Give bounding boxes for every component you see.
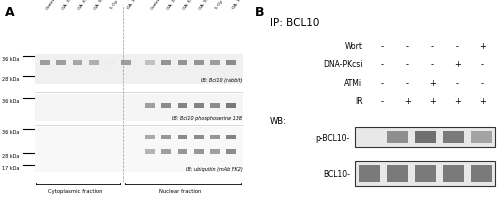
Text: +: + bbox=[454, 60, 461, 69]
Bar bbox=[210, 149, 220, 154]
Bar bbox=[56, 61, 66, 66]
Bar bbox=[358, 166, 380, 182]
Text: ATMi: ATMi bbox=[344, 78, 362, 87]
Text: -: - bbox=[431, 60, 434, 69]
Bar bbox=[470, 131, 492, 143]
Bar bbox=[226, 61, 236, 66]
Text: p-BCL10-: p-BCL10- bbox=[316, 133, 350, 142]
Text: Wort: Wort bbox=[344, 42, 362, 51]
Text: IP: BCL10: IP: BCL10 bbox=[270, 18, 320, 28]
Bar bbox=[35, 95, 242, 121]
Text: OA, 60m: OA, 60m bbox=[182, 0, 196, 10]
Bar bbox=[386, 166, 407, 182]
Bar bbox=[145, 149, 155, 154]
Text: Control: Control bbox=[45, 0, 57, 10]
Bar bbox=[145, 61, 155, 66]
Text: IR: IR bbox=[355, 97, 362, 105]
Text: 5 Gy: 5 Gy bbox=[110, 0, 119, 10]
Text: Nuclear fraction: Nuclear fraction bbox=[159, 188, 201, 193]
Bar bbox=[178, 103, 188, 108]
Text: -: - bbox=[381, 42, 384, 51]
Text: +: + bbox=[429, 97, 436, 105]
Bar bbox=[355, 162, 495, 186]
Bar bbox=[226, 149, 236, 154]
Text: DNA-PKcsi: DNA-PKcsi bbox=[323, 60, 362, 69]
Text: +: + bbox=[479, 42, 486, 51]
Bar bbox=[145, 103, 155, 108]
Bar bbox=[89, 61, 99, 66]
Bar bbox=[178, 135, 188, 140]
Bar bbox=[414, 131, 436, 143]
Bar bbox=[210, 103, 220, 108]
Bar bbox=[162, 149, 171, 154]
Text: -: - bbox=[481, 60, 484, 69]
Bar bbox=[386, 131, 407, 143]
Bar bbox=[122, 61, 131, 66]
Text: -: - bbox=[381, 78, 384, 87]
Bar bbox=[226, 135, 236, 140]
Text: BCL10-: BCL10- bbox=[323, 169, 350, 178]
Bar bbox=[414, 166, 436, 182]
Text: -: - bbox=[406, 78, 409, 87]
Text: Control: Control bbox=[150, 0, 162, 10]
Text: OA, 30m + 5 Gy: OA, 30m + 5 Gy bbox=[126, 0, 150, 10]
Text: OA, 60m: OA, 60m bbox=[78, 0, 92, 10]
Bar bbox=[162, 135, 171, 140]
Text: +: + bbox=[429, 78, 436, 87]
Text: -: - bbox=[381, 60, 384, 69]
Text: 36 kDa: 36 kDa bbox=[2, 99, 20, 104]
Text: WB:: WB: bbox=[270, 117, 287, 126]
Bar bbox=[470, 166, 492, 182]
Bar bbox=[162, 103, 171, 108]
Text: 36 kDa: 36 kDa bbox=[2, 57, 20, 62]
Text: OA, 30m + 5 Gy: OA, 30m + 5 Gy bbox=[231, 0, 254, 10]
Text: -: - bbox=[406, 60, 409, 69]
Bar bbox=[162, 61, 171, 66]
Bar bbox=[355, 127, 495, 147]
Text: 28 kDa: 28 kDa bbox=[2, 154, 20, 159]
Bar bbox=[194, 149, 203, 154]
Text: +: + bbox=[404, 97, 411, 105]
Text: -: - bbox=[456, 78, 459, 87]
Bar bbox=[178, 149, 188, 154]
Text: Cytoplasmic fraction: Cytoplasmic fraction bbox=[48, 188, 102, 193]
Text: 17 kDa: 17 kDa bbox=[2, 166, 20, 171]
Text: -: - bbox=[456, 42, 459, 51]
Text: OA, 30m: OA, 30m bbox=[166, 0, 180, 10]
Text: IB: Bcl10 (rabbit): IB: Bcl10 (rabbit) bbox=[201, 78, 242, 83]
Text: IB: Bcl10 phosphoserine 138: IB: Bcl10 phosphoserine 138 bbox=[172, 115, 242, 120]
Bar bbox=[72, 61, 83, 66]
Bar bbox=[226, 103, 236, 108]
Bar bbox=[194, 135, 203, 140]
Text: -: - bbox=[381, 97, 384, 105]
Text: OA, 90m: OA, 90m bbox=[94, 0, 108, 10]
Bar bbox=[194, 103, 203, 108]
Bar bbox=[442, 166, 464, 182]
Text: -: - bbox=[481, 78, 484, 87]
Text: B: B bbox=[255, 6, 264, 19]
Bar bbox=[35, 55, 242, 85]
Bar bbox=[210, 61, 220, 66]
Bar bbox=[210, 135, 220, 140]
Text: 5 Gy: 5 Gy bbox=[215, 0, 224, 10]
Bar bbox=[145, 135, 155, 140]
Text: A: A bbox=[5, 6, 15, 19]
Text: 28 kDa: 28 kDa bbox=[2, 77, 20, 82]
Text: -: - bbox=[406, 42, 409, 51]
Text: +: + bbox=[454, 97, 461, 105]
Text: 36 kDa: 36 kDa bbox=[2, 129, 20, 134]
Bar bbox=[40, 61, 50, 66]
Bar bbox=[442, 131, 464, 143]
Bar bbox=[194, 61, 203, 66]
Text: +: + bbox=[479, 97, 486, 105]
Bar bbox=[178, 61, 188, 66]
Bar bbox=[105, 61, 115, 66]
Text: -: - bbox=[431, 42, 434, 51]
Text: OA, 90m: OA, 90m bbox=[198, 0, 212, 10]
Text: IB: ubiquitin (mAb FK2): IB: ubiquitin (mAb FK2) bbox=[186, 166, 242, 171]
Bar bbox=[35, 127, 242, 172]
Text: OA, 30m: OA, 30m bbox=[61, 0, 75, 10]
